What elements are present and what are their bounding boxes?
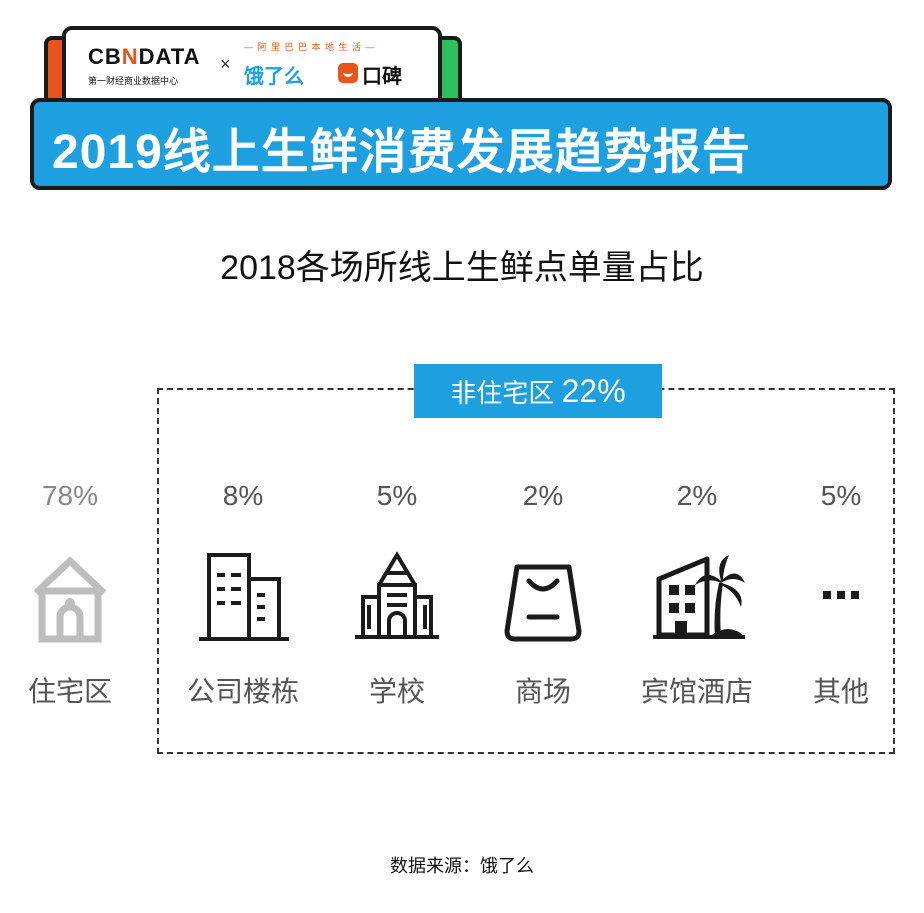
value-label: 5% (376, 480, 418, 511)
hotel-palm-icon (649, 545, 745, 645)
cbndata-subtitle: 第一财经商业数据中心 (88, 76, 179, 86)
category-label: 学校 (368, 676, 425, 707)
value-label: 78% (41, 480, 99, 511)
category-label: 其他 (812, 676, 869, 707)
value-label: 8% (222, 480, 264, 511)
category-label: 宾馆酒店 (640, 676, 753, 707)
category-label: 公司楼栋 (186, 676, 299, 707)
data-source: 数据来源：饿了么 (390, 856, 534, 876)
koubei-logo: 口碑 (362, 66, 402, 88)
value-label: 2% (522, 480, 564, 511)
non-residential-badge: 非住宅区 22% (414, 364, 662, 418)
category-label: 商场 (514, 676, 571, 707)
chart-title: 2018各场所线上生鲜点单量占比 (220, 249, 704, 287)
school-icon (349, 545, 445, 645)
more-dots-icon (793, 545, 889, 645)
value-label: 2% (676, 480, 718, 511)
title-banner: 2019线上生鲜消费发展趋势报告 (30, 98, 892, 190)
alibaba-tagline: — 阿 里 巴 巴 本 地 生 活 — (244, 42, 376, 52)
times-sign: × (220, 54, 231, 74)
cbndata-logo: CBNDATA (88, 44, 201, 69)
eleme-logo: 饿了么 (244, 66, 304, 88)
non-residential-label: 非住宅区 22% (450, 373, 626, 409)
category-label: 住宅区 (27, 676, 112, 707)
value-label: 5% (820, 480, 862, 511)
koubei-icon (338, 63, 358, 83)
report-title: 2019线上生鲜消费发展趋势报告 (52, 126, 751, 179)
shopping-bag-icon (495, 545, 591, 645)
office-building-icon (195, 545, 291, 645)
house-icon (22, 545, 118, 645)
